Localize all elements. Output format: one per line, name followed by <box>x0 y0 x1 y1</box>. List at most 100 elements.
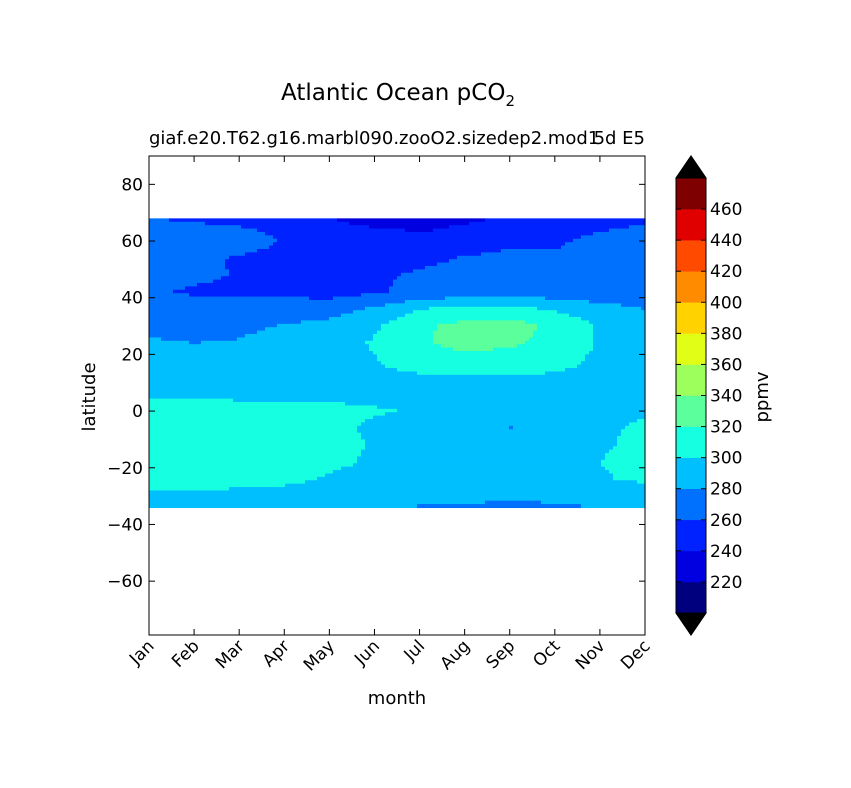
contour-cell <box>589 299 646 304</box>
contour-cell <box>301 320 390 325</box>
colorbar-segment <box>676 457 706 490</box>
contour-cell <box>589 320 646 325</box>
contour-cell <box>637 480 646 485</box>
contour-cell <box>273 235 582 240</box>
contour-cell <box>609 470 646 475</box>
contour-cell <box>433 228 610 233</box>
contour-cell <box>533 330 594 335</box>
contour-cell <box>149 334 246 338</box>
x-tick-label: Feb <box>168 636 203 671</box>
contour-cell <box>389 286 646 291</box>
contour-cell <box>333 296 446 301</box>
contour-cell <box>149 466 342 471</box>
colorbar-label: ppmv <box>752 371 773 422</box>
contour-cell <box>593 334 646 338</box>
contour-cell <box>593 231 646 236</box>
contour-cell <box>161 337 238 342</box>
contour-cell <box>581 235 646 240</box>
contour-cell <box>205 221 350 226</box>
contour-cell <box>225 259 450 264</box>
contour-cell <box>149 231 266 236</box>
contour-cell <box>149 497 646 502</box>
contour-cell <box>365 439 618 444</box>
contour-cell <box>277 238 574 243</box>
contour-cell <box>593 327 646 332</box>
contour-cell <box>149 436 362 441</box>
contour-cell <box>225 265 426 270</box>
contour-cell <box>621 429 646 434</box>
contour-cell <box>569 313 646 318</box>
colorbar-tick-label: 300 <box>710 449 742 469</box>
colorbar-tick-label: 400 <box>710 293 742 313</box>
contour-cell <box>149 487 230 492</box>
y-tick-label: 80 <box>121 175 143 195</box>
contour-cell <box>509 425 514 430</box>
contour-cell <box>229 272 402 277</box>
contour-cell <box>533 334 594 338</box>
colorbar-tick-label: 380 <box>710 324 742 344</box>
contour-cell <box>149 398 234 403</box>
contour-cell <box>365 340 434 345</box>
contour-cell <box>345 402 646 407</box>
contour-cell <box>149 289 174 294</box>
contour-cell <box>265 231 594 236</box>
contour-cell <box>385 303 622 308</box>
contour-cell <box>593 330 646 335</box>
chart-title-subscript: 2 <box>505 92 515 110</box>
contour-cell <box>149 374 646 379</box>
contour-cell <box>149 340 190 345</box>
contour-cell <box>525 340 594 345</box>
contour-cell <box>325 473 614 478</box>
contour-cell <box>365 419 638 424</box>
contour-cell <box>149 228 258 233</box>
contour-cell <box>169 218 338 223</box>
contour-cell <box>149 459 358 464</box>
contour-cell <box>149 303 386 308</box>
colorbar-segment <box>676 550 706 583</box>
x-tick-label: Mar <box>212 636 249 673</box>
x-tick-label: May <box>300 636 339 675</box>
contour-cell <box>381 323 438 328</box>
contour-cell <box>621 303 646 308</box>
contour-cell <box>557 310 646 315</box>
contour-cell <box>457 255 646 260</box>
contour-cell <box>613 476 646 481</box>
contour-cell <box>149 385 646 390</box>
x-tick-label: Oct <box>529 636 564 671</box>
contour-cell <box>361 432 622 437</box>
contour-cell <box>265 327 382 332</box>
colorbar-tick-label: 440 <box>710 231 742 251</box>
contour-cell <box>365 446 614 451</box>
contour-cell <box>525 320 590 325</box>
contour-cell <box>149 320 302 325</box>
contour-cell <box>241 225 370 230</box>
contour-cell <box>149 408 398 413</box>
x-tick-label: Dec <box>617 636 654 673</box>
contour-cell <box>397 368 566 373</box>
contour-cell <box>201 340 366 345</box>
contour-cell <box>149 378 646 383</box>
colorbar-segment <box>676 519 706 552</box>
contour-cell <box>149 310 354 315</box>
contour-cell <box>149 344 370 349</box>
contour-cell <box>493 347 594 352</box>
contour-cell <box>593 337 646 342</box>
contour-cell <box>385 364 578 369</box>
contour-cell <box>149 429 358 434</box>
contour-cell <box>149 238 278 243</box>
contour-cell <box>229 255 458 260</box>
contour-cell <box>149 276 222 281</box>
contour-cell <box>149 259 226 264</box>
contour-cell <box>517 344 594 349</box>
contour-cell <box>149 272 230 277</box>
contour-cell <box>369 344 442 349</box>
contour-cell <box>485 500 542 505</box>
contour-cell <box>437 327 538 332</box>
contour-cell <box>353 310 414 315</box>
contour-cell <box>149 395 646 400</box>
contour-cell <box>149 351 374 355</box>
contour-cell <box>357 456 606 461</box>
contour-cell <box>189 293 362 298</box>
contour-fills <box>149 218 646 509</box>
